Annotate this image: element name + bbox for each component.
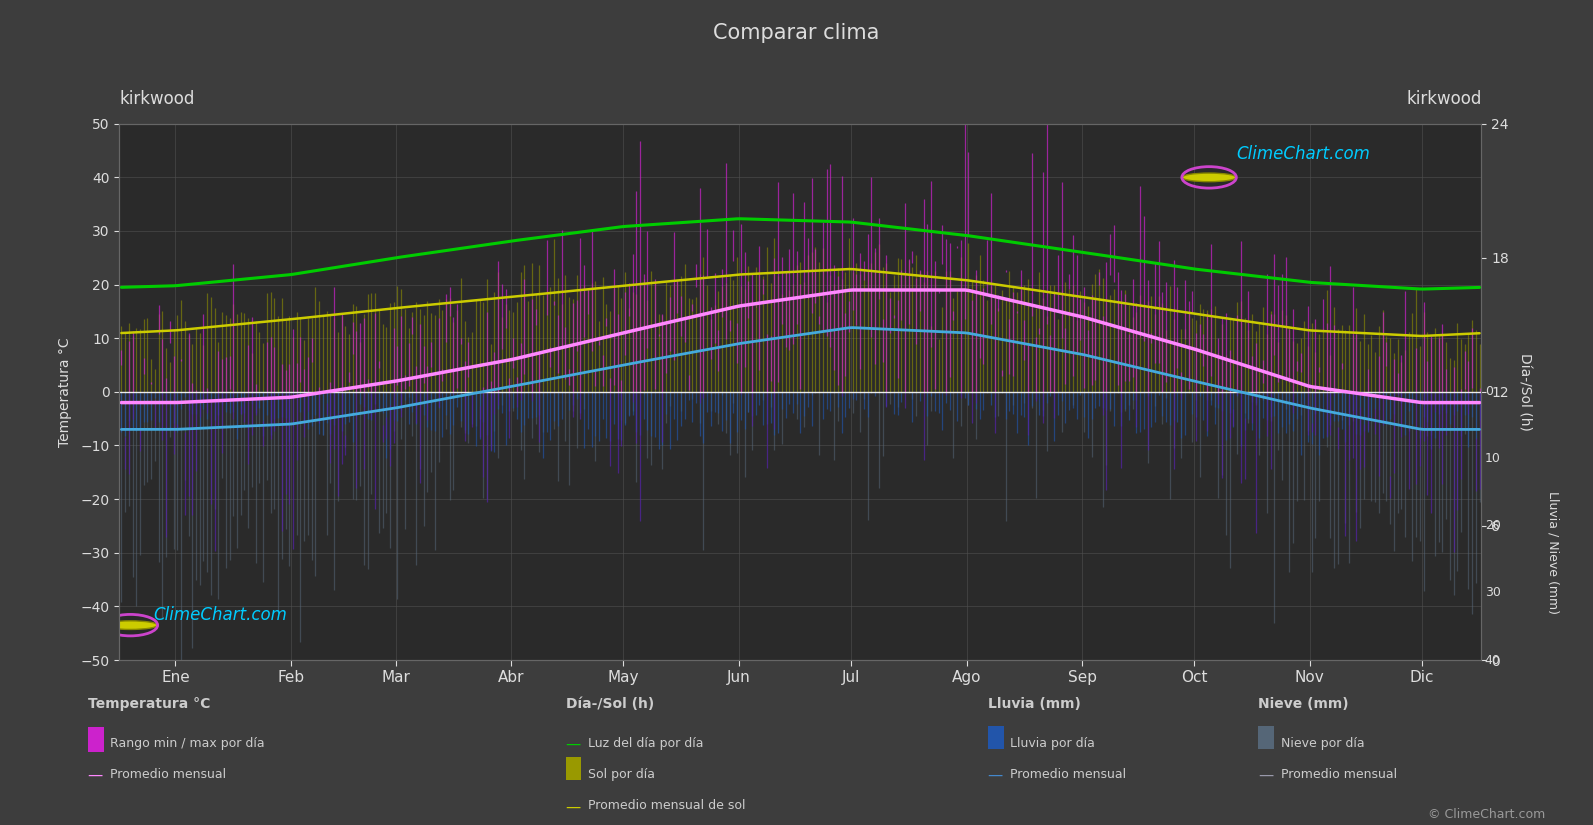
Text: Comparar clima: Comparar clima <box>714 23 879 43</box>
Text: 20: 20 <box>1485 520 1501 532</box>
Text: Lluvia / Nieve (mm): Lluvia / Nieve (mm) <box>1547 491 1560 615</box>
Text: —: — <box>988 768 1004 783</box>
Text: Promedio mensual: Promedio mensual <box>110 768 226 781</box>
Text: Temperatura °C: Temperatura °C <box>88 697 210 711</box>
Text: Nieve (mm): Nieve (mm) <box>1258 697 1349 711</box>
Text: Lluvia (mm): Lluvia (mm) <box>988 697 1080 711</box>
Text: 10: 10 <box>1485 452 1501 465</box>
Text: Promedio mensual: Promedio mensual <box>1010 768 1126 781</box>
Ellipse shape <box>104 621 158 629</box>
Y-axis label: Día-/Sol (h): Día-/Sol (h) <box>1517 353 1531 431</box>
Text: ClimeChart.com: ClimeChart.com <box>153 606 287 625</box>
Text: 40: 40 <box>1485 653 1501 667</box>
Text: Nieve por día: Nieve por día <box>1281 737 1364 750</box>
Text: Rango min / max por día: Rango min / max por día <box>110 737 264 750</box>
Text: —: — <box>88 768 104 783</box>
Y-axis label: Temperatura °C: Temperatura °C <box>59 337 72 446</box>
Text: —: — <box>566 737 581 752</box>
Text: Promedio mensual de sol: Promedio mensual de sol <box>588 799 746 813</box>
Text: Luz del día por día: Luz del día por día <box>588 737 704 750</box>
Text: Lluvia por día: Lluvia por día <box>1010 737 1094 750</box>
Text: ClimeChart.com: ClimeChart.com <box>1236 145 1370 163</box>
Text: Día-/Sol (h): Día-/Sol (h) <box>566 697 653 711</box>
Text: 0: 0 <box>1485 385 1493 398</box>
Ellipse shape <box>1182 173 1236 182</box>
Text: 30: 30 <box>1485 587 1501 600</box>
Text: —: — <box>1258 768 1274 783</box>
Text: Promedio mensual: Promedio mensual <box>1281 768 1397 781</box>
Text: kirkwood: kirkwood <box>1407 90 1481 107</box>
Text: kirkwood: kirkwood <box>119 90 194 107</box>
Text: —: — <box>566 799 581 814</box>
Text: Sol por día: Sol por día <box>588 768 655 781</box>
Text: © ClimeChart.com: © ClimeChart.com <box>1427 808 1545 821</box>
